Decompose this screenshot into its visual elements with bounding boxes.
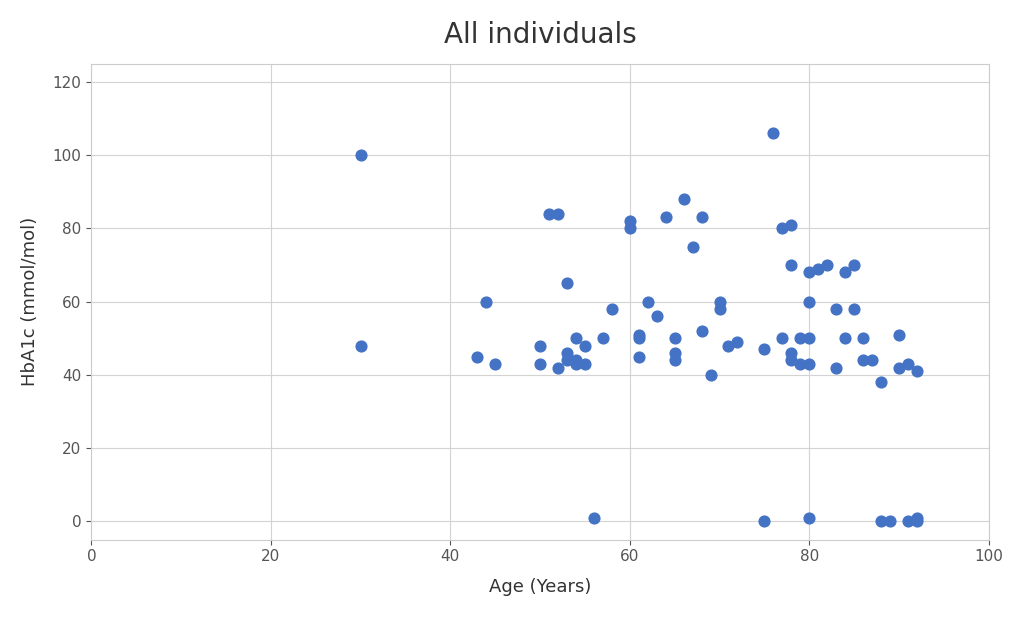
Point	[577, 341, 593, 350]
Point	[631, 329, 647, 339]
Point	[622, 223, 638, 233]
Point	[487, 359, 504, 369]
Point	[872, 516, 889, 526]
Point	[559, 348, 575, 358]
Point	[595, 333, 611, 343]
Point	[693, 212, 710, 222]
Point	[676, 194, 692, 204]
Point	[801, 359, 817, 369]
Point	[872, 377, 889, 387]
Point	[640, 297, 656, 307]
Point	[469, 352, 485, 362]
Point	[908, 366, 925, 376]
Point	[846, 304, 862, 314]
Point	[648, 312, 665, 321]
Point	[559, 355, 575, 365]
Point	[774, 223, 791, 233]
X-axis label: Age (Years): Age (Years)	[488, 578, 591, 596]
Point	[478, 297, 495, 307]
Point	[882, 516, 898, 526]
Point	[631, 333, 647, 343]
Point	[550, 363, 566, 373]
Point	[891, 329, 907, 339]
Point	[667, 355, 683, 365]
Point	[801, 333, 817, 343]
Point	[586, 513, 602, 523]
Point	[712, 304, 728, 314]
Point	[908, 513, 925, 523]
Point	[819, 260, 836, 270]
Point	[837, 333, 853, 343]
Point	[900, 359, 916, 369]
Point	[550, 209, 566, 218]
Point	[783, 220, 800, 230]
Point	[631, 352, 647, 362]
Point	[667, 333, 683, 343]
Point	[774, 333, 791, 343]
Point	[783, 355, 800, 365]
Point	[712, 297, 728, 307]
Point	[793, 333, 809, 343]
Point	[855, 355, 871, 365]
Point	[801, 297, 817, 307]
Point	[352, 151, 369, 160]
Point	[729, 337, 745, 347]
Point	[864, 355, 881, 365]
Point	[567, 359, 584, 369]
Point	[846, 260, 862, 270]
Point	[891, 363, 907, 373]
Point	[828, 363, 845, 373]
Title: All individuals: All individuals	[443, 21, 636, 49]
Point	[531, 341, 548, 350]
Point	[657, 212, 674, 222]
Point	[667, 348, 683, 358]
Point	[559, 278, 575, 288]
Point	[801, 513, 817, 523]
Point	[720, 341, 736, 350]
Point	[837, 267, 853, 277]
Point	[541, 209, 557, 218]
Point	[702, 370, 719, 379]
Point	[793, 359, 809, 369]
Point	[765, 128, 781, 138]
Point	[603, 304, 620, 314]
Y-axis label: HbA1c (mmol/mol): HbA1c (mmol/mol)	[20, 217, 39, 386]
Point	[684, 242, 700, 252]
Point	[567, 355, 584, 365]
Point	[900, 516, 916, 526]
Point	[828, 304, 845, 314]
Point	[855, 333, 871, 343]
Point	[567, 333, 584, 343]
Point	[577, 359, 593, 369]
Point	[801, 267, 817, 277]
Point	[622, 216, 638, 226]
Point	[352, 341, 369, 350]
Point	[693, 326, 710, 336]
Point	[783, 260, 800, 270]
Point	[908, 516, 925, 526]
Point	[531, 359, 548, 369]
Point	[756, 516, 772, 526]
Point	[783, 348, 800, 358]
Point	[756, 344, 772, 354]
Point	[810, 263, 826, 273]
